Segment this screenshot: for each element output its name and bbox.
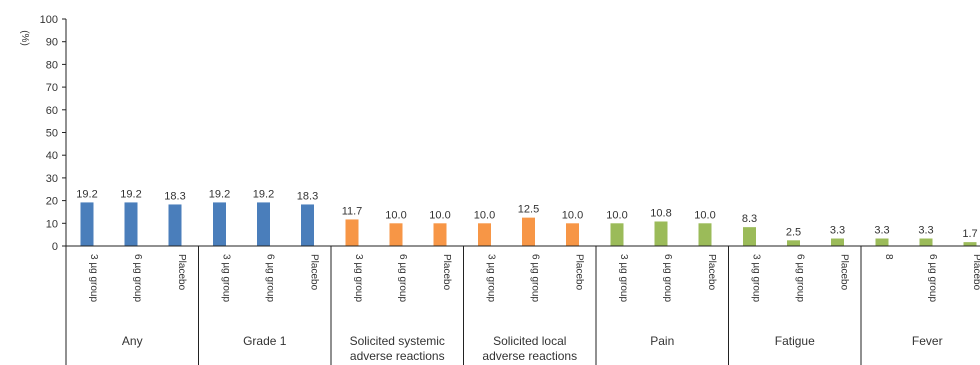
group-label: Solicited local [493, 334, 566, 348]
category-label: Placebo [176, 254, 187, 291]
data-label: 19.2 [76, 188, 97, 200]
category-label: Placebo [706, 254, 717, 291]
bar [168, 204, 182, 246]
category-label: Placebo [839, 254, 850, 291]
data-label: 1.7 [962, 228, 977, 240]
data-label: 10.0 [562, 209, 583, 221]
category-label: Placebo [309, 254, 320, 291]
y-tick-label: 20 [46, 196, 58, 208]
category-label: 6 µg group [530, 254, 541, 302]
bar [389, 223, 403, 246]
category-label: 3 µg group [88, 254, 99, 302]
data-label: 2.5 [786, 226, 801, 238]
category-label: 3 µg group [751, 254, 762, 302]
data-label: 3.3 [918, 225, 933, 237]
group-label: Pain [650, 334, 674, 348]
data-label: 18.3 [297, 190, 318, 202]
category-label: 8 [883, 254, 894, 260]
y-tick-label: 100 [40, 14, 58, 26]
bar [654, 221, 668, 246]
data-label: 3.3 [874, 225, 889, 237]
category-label: 6 µg group [397, 254, 408, 302]
data-label: 10.0 [474, 209, 495, 221]
category-label: 3 µg group [221, 254, 232, 302]
y-tick-label: 40 [46, 150, 58, 162]
category-label: 6 µg group [265, 254, 276, 302]
bar [80, 202, 94, 246]
y-tick-label: 50 [46, 128, 58, 140]
data-label: 10.0 [385, 209, 406, 221]
data-label: 8.3 [742, 213, 757, 225]
category-label: 6 µg group [927, 254, 938, 302]
group-label: adverse reactions [350, 349, 445, 363]
data-label: 11.7 [342, 205, 363, 217]
category-label: 3 µg group [486, 254, 497, 302]
category-label: 6 µg group [132, 254, 143, 302]
category-label: 3 µg group [353, 254, 364, 302]
bar [787, 240, 800, 246]
data-label: 3.3 [830, 225, 845, 237]
y-tick-label: 30 [46, 173, 58, 185]
bar [478, 223, 491, 246]
y-tick-label: 60 [46, 105, 58, 117]
bar [610, 223, 624, 246]
bar [301, 204, 314, 246]
data-label: 10.0 [429, 209, 450, 221]
group-label: Fatigue [775, 334, 815, 348]
data-label: 10.0 [694, 209, 715, 221]
data-label: 10.8 [650, 207, 671, 219]
bar [698, 223, 712, 246]
category-label: Placebo [574, 254, 585, 291]
data-label: 10.0 [606, 209, 627, 221]
bar [522, 217, 535, 246]
category-label: 3 µg group [618, 254, 629, 302]
bar [213, 202, 226, 246]
data-label: 19.2 [120, 188, 141, 200]
data-label: 18.3 [164, 190, 185, 202]
data-label: 12.5 [518, 204, 539, 216]
bar [831, 238, 844, 246]
group-label: Grade 1 [243, 334, 287, 348]
y-tick-label: 10 [46, 218, 58, 230]
bar [433, 223, 447, 246]
group-label: Any [122, 334, 143, 348]
bar [743, 227, 756, 246]
group-label: adverse reactions [482, 349, 577, 363]
category-label: 6 µg group [662, 254, 673, 302]
bars-layer: 19.2 19.2 18.3 19.2 19.2 18.3 11.7 10.0 10.0 10.0… [76, 188, 978, 246]
y-tick-label: 70 [46, 82, 58, 94]
bar [124, 202, 138, 246]
group-label: Fever [912, 334, 943, 348]
category-label: Placebo [971, 254, 980, 291]
bar [875, 238, 889, 246]
data-label: 19.2 [253, 188, 274, 200]
data-label: 19.2 [209, 188, 230, 200]
y-tick-label: 80 [46, 59, 58, 71]
group-label: Solicited systemic [350, 334, 445, 348]
x-axis: 3 µg group 6 µg group Placebo Any 3 µg group… [66, 245, 980, 365]
y-tick-label: 90 [46, 37, 58, 49]
bar [566, 223, 579, 246]
y-axis: 0 10 20 30 40 50 60 70 80 90 100 [40, 14, 67, 365]
y-axis-label: (%) [19, 30, 30, 46]
bar [345, 219, 359, 246]
bar [963, 242, 977, 246]
bar [919, 238, 933, 246]
y-tick-label: 0 [52, 241, 58, 253]
category-label: Placebo [441, 254, 452, 291]
bar [257, 202, 270, 246]
category-label: 6 µg group [795, 254, 806, 302]
